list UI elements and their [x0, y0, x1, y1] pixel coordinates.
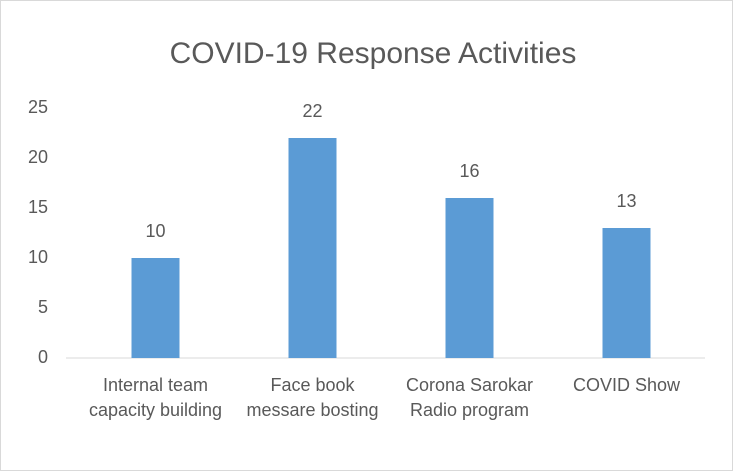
chart-title: COVID-19 Response Activities: [170, 37, 577, 70]
bar: [288, 138, 337, 358]
data-label: 10: [145, 221, 165, 241]
x-tick-label: COVID Show: [572, 375, 681, 395]
bar: [445, 198, 494, 358]
bar: [131, 258, 180, 358]
data-label: 22: [302, 101, 322, 121]
data-label: 13: [616, 191, 636, 211]
x-tick-label: Corona Sarokar Radio program: [405, 375, 534, 420]
y-tick-label: 15: [28, 197, 48, 217]
y-tick-label: 10: [28, 247, 48, 267]
x-tick-label: Internal team capacity building: [88, 375, 223, 420]
bar: [602, 228, 651, 358]
data-label: 16: [459, 161, 479, 181]
x-tick-label: Face book messare bosting: [246, 375, 379, 420]
y-tick-label: 5: [38, 297, 48, 317]
y-tick-label: 25: [28, 97, 48, 117]
y-tick-label: 20: [28, 147, 48, 167]
y-tick-label: 0: [38, 347, 48, 367]
